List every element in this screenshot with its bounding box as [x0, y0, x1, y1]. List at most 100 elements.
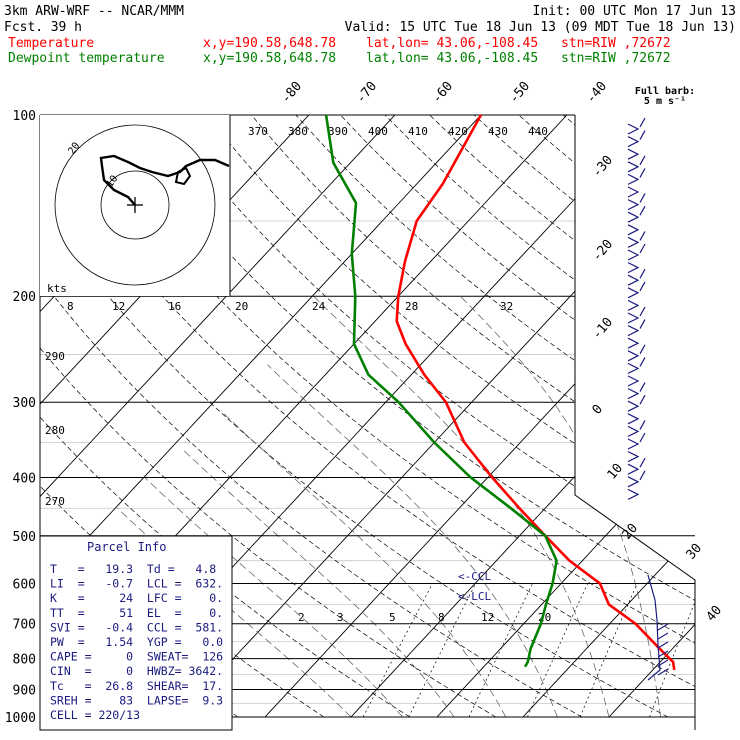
moist-adiabat-line [267, 364, 558, 718]
wind-barb-staff [627, 451, 640, 463]
wind-barb-staff [627, 287, 640, 299]
mixing-ratio-label-lower: 3 [337, 611, 344, 624]
parcel-info-row: SVI = -0.4 CCL = 581. [50, 620, 223, 634]
theta-e-label: 380 [288, 125, 308, 138]
temp-label-right: -20 [590, 237, 617, 265]
wind-barb [627, 193, 646, 211]
wind-barb-flag [639, 130, 646, 140]
wind-barb-flag [639, 344, 646, 355]
wind-barb-staff [627, 199, 640, 211]
wind-barb [627, 243, 646, 261]
temp-label-top: -40 [584, 79, 611, 107]
temp-label-right: 40 [704, 603, 726, 625]
model-title: 3km ARW-WRF -- NCAR/MMM [4, 4, 184, 19]
valid-time: Valid: 15 UTC Tue 18 Jun 13 (09 MDT Tue … [345, 20, 736, 35]
wind-barb-flag [639, 420, 646, 430]
legend-dewpoint-latlon: lat,lon= 43.06,-108.45 [366, 51, 538, 66]
parcel-info-row: Tc = 26.8 SHEAR= 17. [50, 679, 223, 693]
theta-label: 280 [45, 424, 65, 437]
theta-e-label: 420 [448, 125, 468, 138]
wind-barb [627, 186, 640, 198]
wind-barb [627, 432, 646, 450]
wind-barb-flag [639, 382, 646, 392]
isotherm-line [40, 115, 396, 718]
theta-e-label: 440 [528, 125, 548, 138]
mixing-ratio-label: 8 [67, 300, 74, 313]
wind-barb-flag [639, 394, 646, 405]
dry-adiabat-line [117, 115, 695, 718]
temp-label-right: -30 [590, 153, 617, 181]
dry-adiabat-line [40, 115, 583, 718]
wind-barb-staff [627, 362, 640, 374]
wind-barb-staff [627, 236, 640, 248]
wind-barb-flag [639, 432, 646, 443]
parcel-info-row: TT = 51 EL = 0. [50, 606, 223, 620]
mixing-ratio-label-lower: 5 [389, 611, 396, 624]
pressure-label-600: 600 [13, 577, 36, 592]
isotherm-line [40, 115, 310, 718]
hodograph-trace [99, 154, 230, 206]
theta-e-label: 430 [488, 125, 508, 138]
parcel-info-row: SREH = 83 LAPSE= 9.3 [50, 693, 223, 707]
wind-barb-flag [639, 168, 646, 178]
pressure-label-300: 300 [13, 396, 36, 411]
low-wind-barb [657, 668, 669, 676]
dry-adiabat-line [40, 115, 695, 718]
wind-barb [627, 413, 640, 425]
ccl-marker: <-CCL [458, 570, 491, 583]
wind-barb [627, 337, 640, 349]
wind-barb-staff [627, 350, 640, 362]
wind-barb [627, 357, 646, 374]
moist-adiabat-line [182, 449, 455, 718]
wind-barb [627, 224, 640, 236]
dry-adiabat-line [518, 115, 695, 718]
parcel-info-title: Parcel Info [87, 540, 166, 554]
wind-barbs [627, 117, 646, 500]
low-wind-barb [657, 659, 669, 667]
parcel-info-row: CIN = 0 HWBZ= 3642. [50, 664, 223, 678]
wind-barb-flag [639, 117, 646, 128]
wind-barb [627, 394, 646, 412]
mixing-ratio-line [527, 583, 589, 718]
temp-label-top: -80 [279, 79, 306, 107]
init-time: Init: 00 UTC Mon 17 Jun 13 [533, 4, 737, 19]
dry-adiabat-line [40, 115, 669, 718]
wind-barb-staff [627, 375, 640, 387]
wind-barb-staff [627, 337, 640, 349]
parcel-info-row: CELL = 220/13 [50, 708, 140, 722]
wind-barb-staff [627, 476, 640, 488]
pressure-label-900: 900 [13, 683, 36, 698]
wind-barb-staff [627, 388, 640, 400]
wind-barb [627, 117, 646, 135]
wind-barb [627, 319, 646, 337]
theta-label: 290 [45, 350, 65, 363]
mixing-ratio-label-lower: 8 [438, 611, 445, 624]
mixing-ratio-label: 32 [500, 300, 513, 313]
theta-e-label: 370 [248, 125, 268, 138]
parcel-info-row: PW = 1.54 YGP = 0.0 [50, 635, 223, 649]
wind-barb-staff [627, 224, 640, 236]
theta-e-label: 400 [368, 125, 388, 138]
pressure-label-700: 700 [13, 618, 36, 633]
pressure-label-800: 800 [13, 653, 36, 668]
legend-dewpoint-xy: x,y=190.58,648.78 [203, 51, 336, 66]
wind-barb [627, 451, 640, 463]
mixing-ratio-label: 20 [235, 300, 248, 313]
wind-barb [627, 130, 646, 148]
wind-barb-flag [639, 155, 646, 166]
wind-barb [627, 488, 640, 500]
wind-barb [627, 268, 646, 286]
lcl-marker: <-LCL [458, 590, 491, 603]
temp-label-right: 10 [605, 461, 627, 483]
mixing-ratio-label-lower: 2 [298, 611, 305, 624]
parcel-info-row: LI = -0.7 LCL = 632. [50, 577, 223, 591]
wind-barb [627, 375, 640, 387]
wind-barb-staff [627, 325, 640, 337]
wind-barb-flag [639, 357, 646, 367]
forecast-hour: 39 h [51, 20, 82, 35]
wind-barb-staff [627, 262, 640, 274]
temperature-profile [395, 114, 676, 671]
